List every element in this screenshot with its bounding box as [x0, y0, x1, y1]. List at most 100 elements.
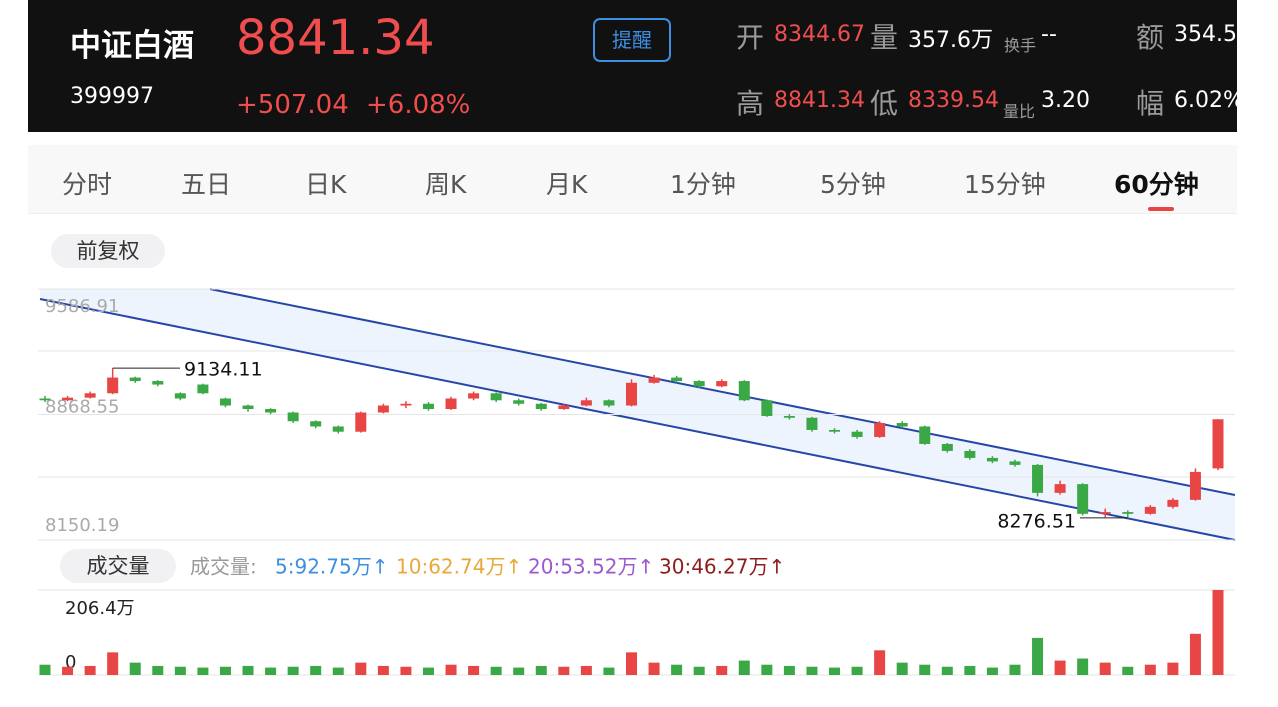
annotation: 8276.51 [997, 510, 1076, 532]
candle-body [1032, 464, 1044, 493]
candle-body [761, 400, 773, 416]
ma-label: 30:46.27万↑ [659, 555, 785, 579]
candle-body [896, 422, 908, 427]
volume-bar [39, 664, 51, 675]
candle-body [39, 398, 51, 401]
volume-bar [400, 666, 412, 675]
code: 399997 [70, 84, 154, 109]
candle-body [219, 398, 231, 406]
candle-body [62, 397, 74, 401]
candle-body [648, 377, 660, 383]
candle-body [671, 377, 683, 382]
volume-bar [332, 667, 344, 675]
period-tab[interactable]: 5分钟 [820, 170, 886, 199]
volume-bar [445, 664, 457, 675]
period-tab[interactable]: 分时 [62, 170, 113, 199]
candle-body [445, 398, 457, 410]
volume-bar [84, 665, 96, 675]
candle-body [1212, 419, 1224, 469]
volume-bar [197, 667, 209, 675]
candle-body [129, 377, 141, 382]
candle-body [310, 421, 322, 427]
volume-bar [490, 666, 502, 675]
volume-button-bg[interactable] [60, 549, 176, 583]
ma-label: 20:53.52万↑ [528, 555, 654, 579]
volume-bar [1054, 660, 1066, 675]
volume-bar [152, 665, 164, 675]
volume-bar [761, 664, 773, 675]
volume-button[interactable]: 成交量 [87, 554, 150, 578]
volume-bar [964, 665, 976, 675]
volume-bar [716, 665, 728, 675]
volume-bar [1077, 658, 1089, 675]
volume-bar [242, 665, 254, 675]
candle-body [468, 393, 480, 399]
volume-bar [919, 664, 931, 675]
candle-body [693, 381, 705, 387]
volume-bar [513, 667, 525, 675]
volume-bar [265, 667, 277, 675]
y-tick-label: 9586.91 [45, 296, 119, 317]
stat-value: 8339.54 [908, 88, 999, 113]
candle-body [874, 422, 886, 437]
candle-body [603, 400, 615, 406]
volume-bar [310, 665, 322, 675]
period-tab[interactable]: 月K [546, 170, 588, 199]
candle-body [535, 403, 547, 410]
stat-label: 量比 [1003, 102, 1036, 121]
stat-label: 额 [1136, 21, 1165, 54]
volume-bar [129, 662, 141, 675]
candle-body [377, 405, 389, 413]
stat-value: 6.02% [1174, 88, 1237, 113]
period-tab[interactable]: 1分钟 [670, 170, 736, 199]
stat-label: 开 [736, 21, 765, 54]
volume-bar [377, 665, 389, 675]
alert-button[interactable]: 提醒 [593, 18, 671, 62]
change: +507.04 [236, 90, 349, 120]
candle-body [513, 400, 525, 404]
change-pct: +6.08% [366, 90, 471, 120]
period-tabs: 分时 五日 日K 周K 月K 1分钟 5分钟 15分钟 60分钟 [28, 145, 1237, 214]
candle-body [919, 426, 931, 444]
volume-bar [1122, 666, 1134, 675]
stat-value: 8344.67 [774, 22, 865, 47]
candle-body [355, 412, 367, 432]
stat-value: 357.6万 [908, 28, 993, 53]
adjust-button[interactable]: 前复权 [51, 234, 165, 268]
volume-bar [174, 666, 186, 675]
volume-bar [693, 666, 705, 675]
volume-bar [941, 666, 953, 675]
candle-body [783, 415, 795, 418]
candle-body [1099, 512, 1111, 514]
period-tab[interactable]: 15分钟 [964, 170, 1046, 199]
stat-label: 量 [870, 21, 899, 54]
volume-bar [1032, 637, 1044, 675]
stat-value: 3.20 [1041, 88, 1090, 113]
y-tick-label: 8150.19 [45, 515, 119, 536]
volume-bar [896, 662, 908, 675]
candle-body [265, 409, 277, 413]
candle-body [964, 450, 976, 458]
volume-bar [648, 662, 660, 675]
volume-bar [738, 660, 750, 675]
candle-body [738, 381, 750, 401]
candle-body [829, 429, 841, 432]
period-tab[interactable]: 五日 [181, 170, 232, 199]
period-tab[interactable]: 日K [305, 170, 347, 199]
candle-body [1122, 512, 1134, 514]
volume-bar [671, 664, 683, 675]
candle-body [84, 393, 96, 398]
stat-label: 换手 [1004, 36, 1037, 55]
candle-body [174, 393, 186, 399]
period-tab[interactable]: 60分钟 [1114, 170, 1199, 199]
volume-bar [829, 667, 841, 675]
period-tab[interactable]: 周K [425, 170, 467, 199]
volume-bar [626, 652, 637, 675]
candle-body [287, 412, 299, 422]
candle-body [1189, 471, 1201, 500]
channel-line [209, 288, 1236, 496]
volume-bar [1009, 664, 1021, 675]
volume-bar [107, 652, 119, 675]
candle-body [716, 381, 728, 387]
